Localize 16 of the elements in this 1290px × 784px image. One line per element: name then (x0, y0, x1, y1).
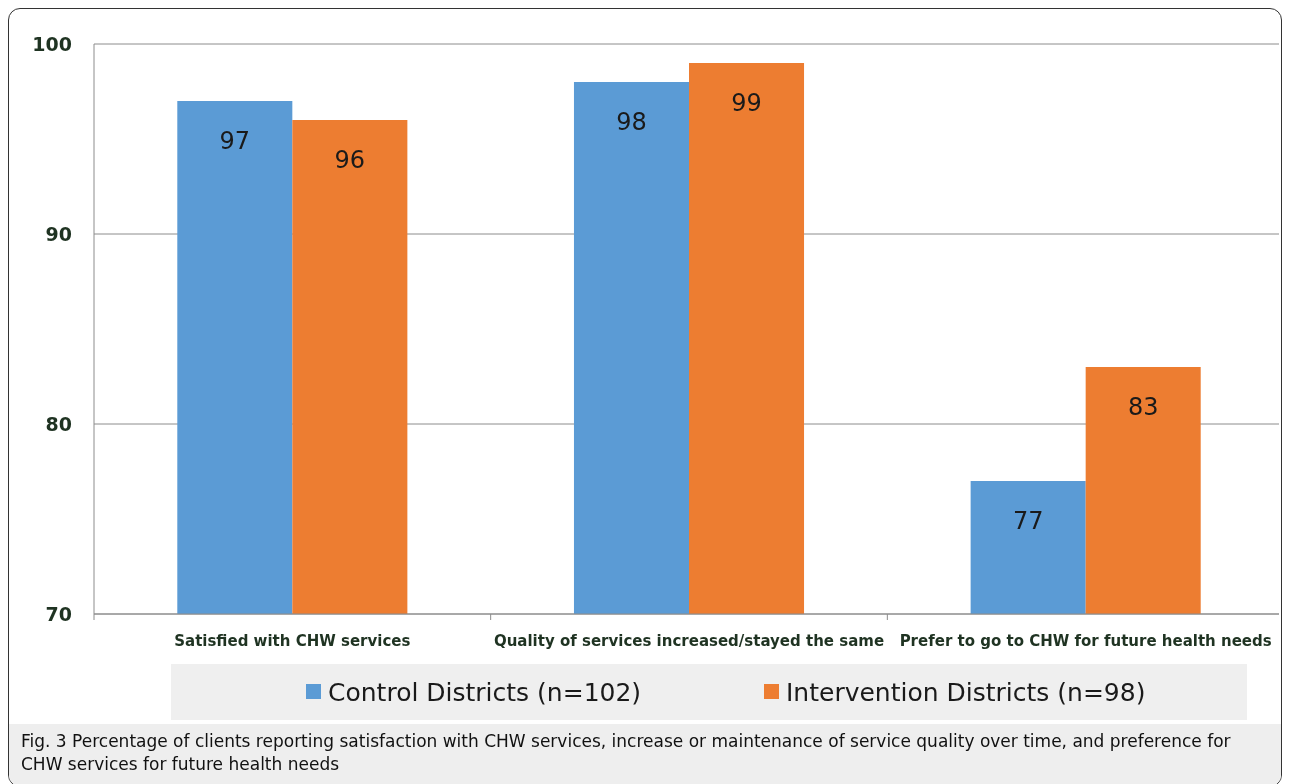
data-label: 96 (334, 146, 366, 174)
y-tick-label: 70 (45, 603, 72, 625)
legend-label: Intervention Districts (n=98) (786, 678, 1146, 707)
x-tick-label: Satisfied with CHW services (174, 632, 411, 650)
x-tick-label: Prefer to go to CHW for future health needs (899, 632, 1272, 650)
legend-label: Control Districts (n=102) (328, 678, 642, 707)
data-label: 98 (616, 108, 647, 136)
y-tick-label: 80 (45, 413, 72, 435)
data-label: 83 (1127, 393, 1159, 421)
x-tick-label: Quality of services increased/stayed the same (493, 632, 885, 650)
caption: Fig. 3 Percentage of clients reporting satisfaction with CHW services, increase or maintenance of service quality over time, and preference for CHW services for future health needs (9, 724, 1281, 784)
data-label: 97 (219, 127, 251, 155)
data-label: 77 (1012, 507, 1044, 535)
y-tick-label: 90 (45, 223, 72, 245)
y-tick-label: 100 (32, 33, 72, 55)
data-label: 99 (731, 89, 762, 117)
